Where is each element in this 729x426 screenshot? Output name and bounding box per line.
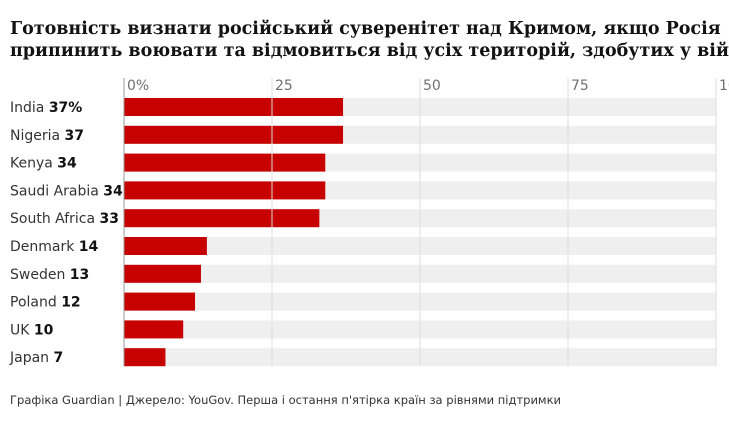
- bar: [124, 181, 326, 200]
- bar: [124, 348, 166, 367]
- category-name: Sweden: [10, 267, 70, 283]
- category-label: Poland 12: [10, 295, 81, 311]
- data-label: 37: [65, 128, 84, 144]
- x-tick-label: 100: [719, 78, 729, 94]
- data-label: 34: [103, 183, 123, 199]
- category-name: Saudi Arabia: [10, 183, 103, 199]
- data-label: 10: [34, 322, 54, 338]
- x-tick-label: 0%: [127, 78, 149, 94]
- bar: [124, 292, 196, 311]
- bar: [124, 98, 344, 116]
- data-label: 12: [61, 295, 80, 311]
- category-label: Nigeria 37: [10, 128, 84, 144]
- category-label: Japan 7: [9, 350, 63, 366]
- category-label: Sweden 13: [10, 267, 89, 283]
- category-label: UK 10: [10, 322, 54, 338]
- category-name: Poland: [10, 295, 61, 311]
- category-name: Denmark: [10, 239, 79, 255]
- category-label: Denmark 14: [10, 239, 99, 255]
- category-label: India 37%: [10, 100, 82, 116]
- category-label: South Africa 33: [10, 211, 119, 227]
- data-label: 37%: [49, 100, 83, 116]
- category-label: Kenya 34: [10, 156, 77, 172]
- data-label: 34: [57, 156, 77, 172]
- data-label: 33: [100, 211, 119, 227]
- x-tick-label: 50: [423, 78, 441, 94]
- bar: [124, 209, 320, 228]
- category-name: South Africa: [10, 211, 100, 227]
- chart-title-line-2: припинить воювати та відмовиться від усі…: [10, 41, 729, 61]
- chart-title: Готовність визнати російський сувереніте…: [10, 18, 729, 62]
- category-name: Japan: [9, 350, 54, 366]
- bar: [124, 237, 207, 255]
- category-name: Nigeria: [10, 128, 65, 144]
- x-tick-label: 25: [275, 78, 293, 94]
- data-label: 14: [79, 239, 99, 255]
- bar: [124, 125, 344, 144]
- data-label: 13: [70, 267, 89, 283]
- bar: [124, 320, 184, 339]
- chart-title-line-1: Готовність визнати російський сувереніте…: [10, 19, 721, 39]
- bar: [124, 264, 201, 283]
- category-name: India: [10, 100, 49, 116]
- data-label: 7: [54, 350, 64, 366]
- bar: [124, 153, 326, 172]
- category-name: UK: [10, 322, 34, 338]
- category-name: Kenya: [10, 156, 57, 172]
- x-tick-label: 75: [571, 78, 589, 94]
- category-label: Saudi Arabia 34: [10, 183, 123, 199]
- source-note: Графіка Guardian | Джерело: YouGov. Перш…: [10, 393, 562, 407]
